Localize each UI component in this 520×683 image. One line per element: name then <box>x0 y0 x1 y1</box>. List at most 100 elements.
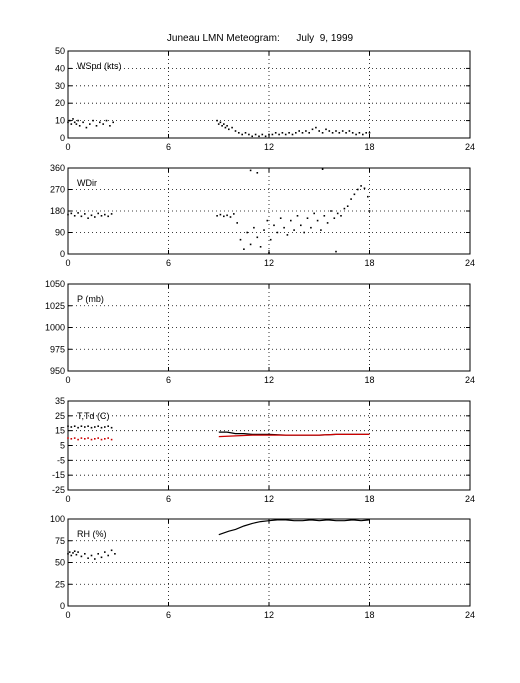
data-point <box>341 130 344 132</box>
data-point <box>261 133 264 136</box>
x-tick-label: 6 <box>166 142 171 152</box>
data-point <box>80 215 83 218</box>
data-point <box>92 119 94 122</box>
data-point <box>328 130 331 132</box>
data-point <box>363 187 366 190</box>
y-tick-label: -25 <box>52 485 65 495</box>
y-tick-label: -5 <box>57 455 65 465</box>
y-tick-label: 25 <box>55 579 65 589</box>
data-point <box>100 438 103 441</box>
data-point <box>77 212 79 214</box>
data-point <box>357 188 359 191</box>
data-point <box>362 133 364 136</box>
data-point <box>80 425 83 427</box>
x-tick-label: 18 <box>364 375 374 385</box>
data-point <box>77 551 79 553</box>
data-point <box>320 229 322 231</box>
x-tick-label: 0 <box>65 258 70 268</box>
data-point <box>104 426 106 428</box>
data-point <box>77 426 79 429</box>
data-point <box>73 215 76 217</box>
x-tick-label: 18 <box>364 494 374 504</box>
x-tick-label: 18 <box>364 142 374 152</box>
data-point <box>73 425 76 427</box>
data-point <box>224 126 227 129</box>
data-point <box>84 553 86 555</box>
x-tick-label: 6 <box>166 610 171 620</box>
y-tick-label: 360 <box>50 163 65 173</box>
y-tick-label: 100 <box>50 514 65 524</box>
x-tick-label: 6 <box>166 494 171 504</box>
data-point <box>73 437 76 439</box>
data-point <box>219 121 222 124</box>
data-point <box>256 172 259 174</box>
panel-label: P (mb) <box>77 294 104 304</box>
data-point <box>251 135 253 138</box>
data-point <box>217 123 220 125</box>
y-tick-label: 30 <box>55 81 65 91</box>
data-point <box>335 250 337 253</box>
data-point <box>343 207 346 210</box>
data-point <box>258 135 260 138</box>
y-tick-label: 15 <box>55 426 65 436</box>
data-point <box>368 210 371 212</box>
data-point <box>333 217 336 219</box>
data-point <box>70 554 73 557</box>
data-point <box>248 133 250 136</box>
data-point <box>274 132 277 134</box>
x-tick-label: 24 <box>465 610 475 620</box>
data-point <box>273 224 275 227</box>
data-point <box>301 132 304 134</box>
data-point <box>219 213 222 216</box>
data-point <box>300 224 302 227</box>
x-tick-label: 12 <box>264 258 274 268</box>
y-tick-label: 20 <box>55 98 65 108</box>
data-point <box>110 549 113 552</box>
data-point <box>278 133 280 136</box>
x-tick-label: 24 <box>465 494 475 504</box>
data-point <box>110 438 113 441</box>
y-tick-label: 1050 <box>45 279 65 289</box>
data-point <box>84 426 86 428</box>
data-point <box>346 205 349 207</box>
data-point <box>226 125 228 127</box>
data-point <box>338 132 341 134</box>
data-point <box>325 128 327 131</box>
data-point <box>216 119 218 122</box>
y-tick-label: 0 <box>60 133 65 143</box>
data-point <box>90 426 93 429</box>
data-point <box>107 437 109 439</box>
x-tick-label: 18 <box>364 610 374 620</box>
data-point <box>70 212 73 215</box>
y-tick-label: 90 <box>55 228 65 238</box>
data-point <box>234 130 237 132</box>
x-tick-label: 18 <box>364 258 374 268</box>
data-point <box>67 121 69 124</box>
data-point <box>233 213 235 215</box>
data-point <box>256 236 259 239</box>
x-tick-label: 12 <box>264 610 274 620</box>
data-point <box>238 132 240 134</box>
y-tick-label: 50 <box>55 558 65 568</box>
data-point <box>310 226 312 229</box>
data-point <box>358 132 361 134</box>
data-point <box>303 231 305 234</box>
data-point <box>351 132 354 134</box>
y-tick-label: 0 <box>60 601 65 611</box>
data-point <box>112 121 114 124</box>
data-point <box>266 219 269 222</box>
data-point <box>97 437 99 439</box>
data-point <box>283 226 285 229</box>
panel-label: WSpd (kts) <box>77 61 122 71</box>
data-point <box>263 229 265 231</box>
x-tick-label: 0 <box>65 375 70 385</box>
data-point <box>228 128 230 131</box>
data-point <box>100 215 103 217</box>
series-line-3 <box>218 433 370 438</box>
y-tick-label: 5 <box>60 441 65 451</box>
data-point <box>269 238 272 241</box>
data-point <box>249 169 252 172</box>
data-point <box>308 132 310 134</box>
y-tick-label: 75 <box>55 536 65 546</box>
data-point <box>316 219 319 222</box>
